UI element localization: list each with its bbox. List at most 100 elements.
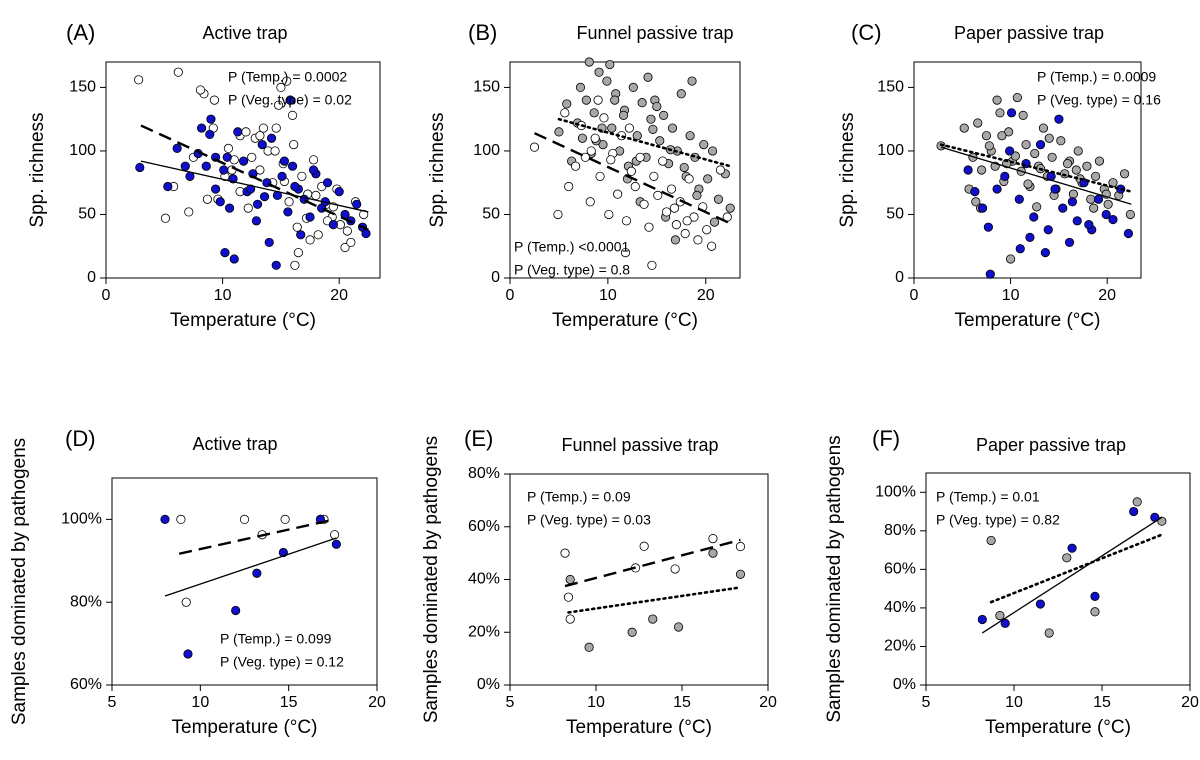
- data-point: [1044, 628, 1054, 638]
- data-point: [1047, 152, 1057, 162]
- data-point: [1067, 543, 1077, 553]
- data-point: [279, 156, 289, 166]
- data-point: [160, 514, 170, 525]
- p-value-annotation: P (Temp.) = 0.01: [936, 489, 1040, 505]
- data-point: [292, 222, 302, 232]
- data-point: [607, 123, 617, 133]
- data-point: [971, 197, 981, 207]
- x-tick-label: 20: [368, 694, 386, 711]
- data-point: [290, 260, 300, 270]
- y-axis-label: Samples dominated by pathogens: [9, 438, 30, 725]
- data-point: [676, 89, 686, 99]
- data-point: [134, 75, 144, 85]
- data-point: [594, 67, 604, 77]
- y-tick-label: 80%: [468, 465, 500, 482]
- data-point: [577, 133, 588, 143]
- point-series-gray: [986, 497, 1167, 638]
- y-axis-label: Spp. richness: [27, 112, 48, 227]
- point-series-white: [176, 514, 340, 607]
- data-point: [197, 123, 207, 133]
- data-point: [206, 114, 216, 124]
- data-point: [715, 165, 726, 175]
- data-point: [255, 131, 265, 141]
- data-point: [1014, 194, 1024, 204]
- data-point: [1000, 171, 1010, 181]
- p-value-annotation: P (Temp.) = 0.0002: [228, 69, 347, 85]
- data-point: [584, 57, 594, 67]
- data-point: [627, 627, 637, 637]
- regression-line-dot: [939, 143, 1133, 193]
- data-point: [1006, 108, 1017, 118]
- data-point: [1005, 146, 1015, 156]
- data-point: [977, 165, 987, 175]
- point-series-white: [529, 95, 732, 270]
- data-point: [986, 535, 996, 546]
- data-point: [643, 72, 653, 82]
- x-tick-label: 10: [214, 287, 232, 304]
- data-point: [239, 514, 250, 525]
- data-point: [610, 95, 620, 105]
- y-tick-label: 150: [473, 79, 500, 96]
- data-point: [735, 569, 746, 579]
- data-point: [280, 514, 290, 525]
- x-axis-label: Temperature (°C): [985, 717, 1131, 738]
- data-point: [1029, 212, 1039, 222]
- data-point: [328, 220, 338, 230]
- x-tick-label: 20: [330, 287, 348, 304]
- data-point: [313, 230, 323, 240]
- data-point: [289, 139, 299, 150]
- data-point: [648, 124, 658, 134]
- data-point: [1123, 228, 1134, 239]
- data-point: [1021, 139, 1031, 150]
- regression-line-solid: [940, 146, 1132, 205]
- data-point: [648, 614, 658, 624]
- data-point: [590, 133, 600, 143]
- data-point: [222, 152, 232, 162]
- data-point: [687, 76, 697, 86]
- data-point: [176, 514, 186, 525]
- y-tick-label: 100: [69, 142, 96, 159]
- data-point: [241, 127, 251, 137]
- data-point: [1090, 607, 1100, 617]
- data-point: [1064, 237, 1075, 248]
- point-series-blue: [135, 95, 371, 270]
- plot-frame: [111, 477, 378, 686]
- data-point: [560, 548, 570, 558]
- data-point: [1005, 254, 1016, 264]
- point-series-gray: [936, 92, 1135, 264]
- chart-panel-5: (E) Funnel passive trap 5 10 15 20 0% 20% 40% 60%…: [421, 426, 777, 738]
- p-value-annotation: P (Veg. type) = 0.12: [220, 654, 344, 670]
- data-point: [181, 597, 191, 607]
- data-point: [680, 228, 690, 239]
- data-point: [1082, 161, 1092, 171]
- p-value-annotation: P (Temp.) = 0.09: [527, 489, 631, 505]
- data-point: [285, 95, 295, 105]
- data-point: [160, 213, 171, 223]
- data-point: [639, 199, 649, 209]
- data-point: [963, 165, 973, 175]
- data-point: [977, 203, 988, 213]
- data-point: [1084, 220, 1094, 230]
- p-value-annotation: P (Veg. type) = 0.82: [936, 512, 1060, 528]
- chart-panel-6: (F) Paper passive trap 5 10 15 20 0% 20% 40% 60% 8…: [824, 426, 1199, 738]
- x-tick-label: 20: [1098, 287, 1116, 304]
- data-point: [334, 187, 344, 197]
- plot-frame: [913, 61, 1142, 279]
- data-point: [185, 171, 195, 181]
- p-value-annotation: P (Veg. type) = 0.02: [228, 92, 352, 108]
- y-tick-label: 100: [877, 142, 904, 159]
- x-tick-label: 15: [1093, 694, 1111, 711]
- regression-line-dash: [564, 538, 741, 588]
- data-point: [135, 162, 145, 173]
- data-point: [707, 146, 718, 156]
- data-point: [224, 203, 235, 213]
- data-point: [563, 592, 574, 602]
- data-point: [992, 184, 1002, 194]
- data-point: [284, 197, 294, 207]
- data-point: [959, 123, 969, 133]
- data-point: [599, 113, 609, 123]
- data-point: [560, 108, 570, 118]
- x-tick-label: 10: [587, 694, 605, 711]
- data-point: [245, 184, 256, 194]
